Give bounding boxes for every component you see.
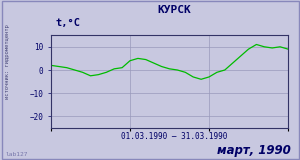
Text: источник: гидрометцентр: источник: гидрометцентр — [4, 24, 10, 99]
Text: 01.03.1990 – 31.03.1990: 01.03.1990 – 31.03.1990 — [121, 132, 227, 141]
Text: lab127: lab127 — [6, 152, 28, 157]
Text: КУРСК: КУРСК — [157, 5, 191, 15]
Text: март, 1990: март, 1990 — [217, 144, 291, 157]
Text: t,°C: t,°C — [56, 18, 81, 28]
